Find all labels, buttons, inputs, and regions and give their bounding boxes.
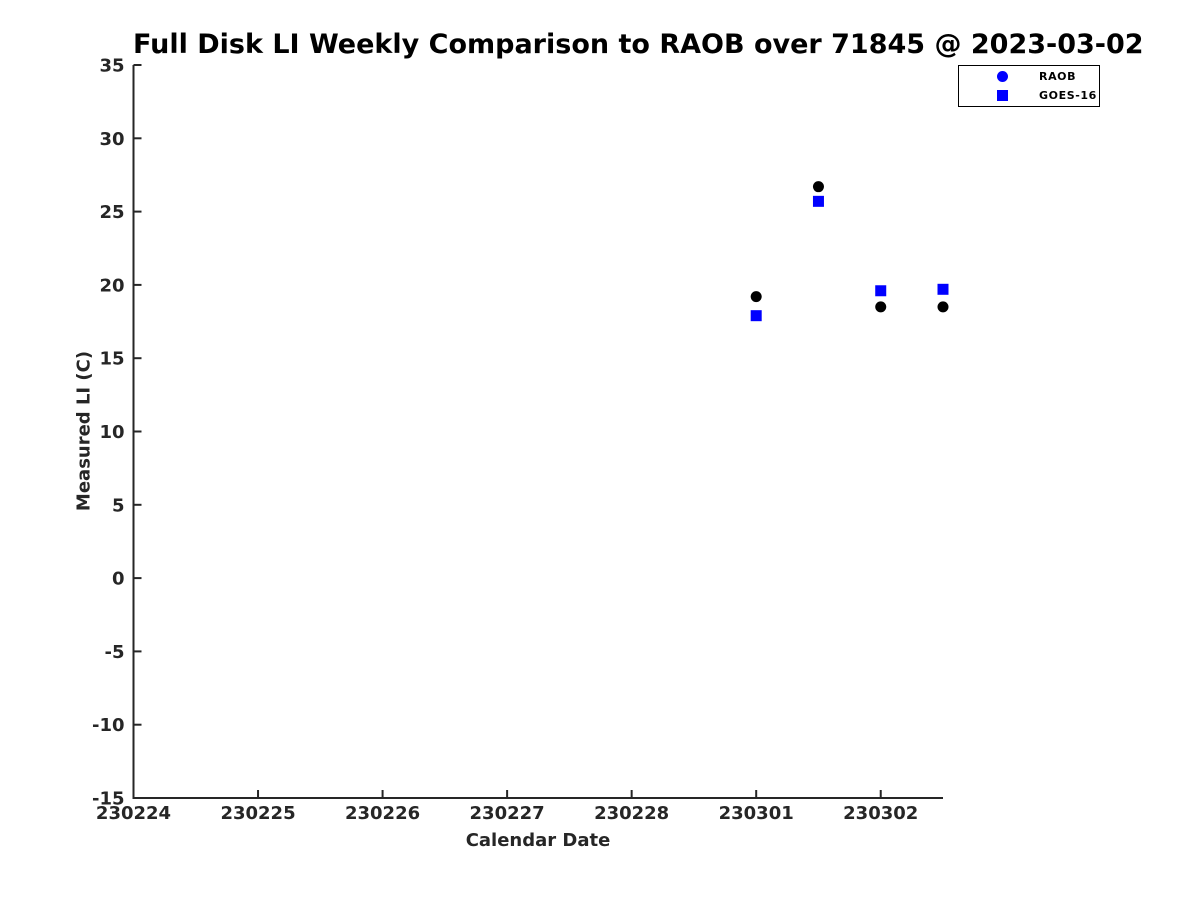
- x-tick-label: 230227: [470, 803, 545, 824]
- y-tick-label: 5: [112, 495, 125, 516]
- legend-entry-goes16: GOES-16: [959, 87, 1099, 104]
- y-tick-label: 10: [99, 422, 124, 443]
- data-point-raob: [750, 291, 762, 303]
- y-tick-label: 20: [99, 275, 124, 296]
- x-tick-label: 230301: [719, 803, 794, 824]
- y-tick-label: 25: [99, 202, 124, 223]
- raob-circle-marker-icon: [997, 71, 1008, 82]
- axis-spines: [132, 65, 943, 799]
- y-tick-label: 15: [99, 349, 124, 370]
- x-tick-label: 230226: [345, 803, 420, 824]
- x-tick-label: 230302: [843, 803, 918, 824]
- y-tick-label: -10: [92, 715, 125, 736]
- y-tick-label: 35: [99, 56, 124, 77]
- legend-entry-raob: RAOB: [959, 68, 1099, 85]
- data-point-goes16: [875, 285, 887, 297]
- goes16-square-marker-icon: [997, 90, 1008, 101]
- data-point-goes16: [812, 195, 824, 207]
- legend-label-raob: RAOB: [1039, 70, 1077, 83]
- x-tick-label: 230224: [96, 803, 171, 824]
- data-point-goes16: [750, 310, 762, 322]
- data-point-raob: [812, 181, 824, 193]
- legend: RAOB GOES-16: [958, 65, 1100, 107]
- data-point-goes16: [937, 283, 949, 295]
- data-point-raob: [937, 301, 949, 313]
- y-tick-label: 0: [112, 569, 125, 590]
- y-axis-label: Measured LI (C): [73, 350, 95, 512]
- legend-label-goes16: GOES-16: [1039, 89, 1097, 102]
- x-tick-label: 230228: [594, 803, 669, 824]
- x-axis-label: Calendar Date: [465, 830, 611, 851]
- y-tick-label: -5: [105, 642, 125, 663]
- data-point-raob: [875, 301, 887, 313]
- y-tick-label: 30: [99, 129, 124, 150]
- y-tick-label: -15: [92, 789, 125, 810]
- x-tick-label: 230225: [220, 803, 295, 824]
